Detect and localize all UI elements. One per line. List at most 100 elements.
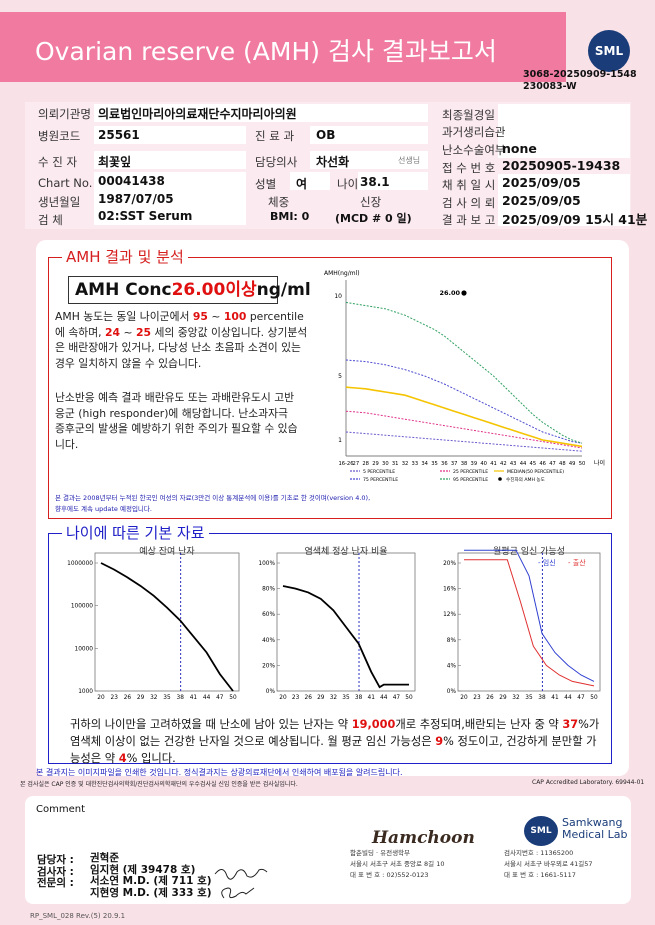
- pregnancy-chance-chart: 월평균 임신 가능성 20 23 26 29 32 35 38 41 44 47 50 20% 16% 12…: [443, 545, 601, 701]
- x-tick-label: 32: [402, 461, 409, 467]
- height-label: 신장: [360, 195, 382, 209]
- x-tick-label: 44: [564, 695, 572, 701]
- weight-label: 체중: [268, 195, 290, 209]
- x-tick-label: 23: [473, 695, 481, 701]
- legend-marker: [498, 477, 502, 481]
- x-tick-label: 50: [229, 695, 237, 701]
- x-tick-label: 33: [412, 461, 419, 467]
- plot-area: [94, 552, 240, 692]
- y-axis-label: AMH(ng/ml): [324, 270, 360, 277]
- comment-label: Comment: [36, 804, 85, 815]
- y-tick-label: 100%: [258, 561, 275, 567]
- y-tick-label: 8%: [447, 638, 457, 644]
- cap-number: CAP Accredited Laboratory. 69944-01: [532, 779, 645, 786]
- doctor-suffix: 선생님: [398, 156, 421, 165]
- x-tick-label: 40: [480, 461, 487, 467]
- test-date-value: 2025/09/05: [502, 193, 581, 208]
- patient-marker-label: 26.00: [439, 289, 460, 297]
- amh-note-1: 본 결과는 2008년부터 누적된 한국인 여성의 자료(3만건 이상 통계분석…: [55, 494, 371, 502]
- x-tick-label: 32: [512, 695, 520, 701]
- chart-no-value: 00041438: [98, 174, 165, 188]
- series-line: [345, 301, 583, 444]
- x-tick-label: 35: [431, 461, 438, 467]
- x-tick-label: 44: [380, 695, 388, 701]
- mcd-text: (MCD # 0 일): [335, 212, 412, 225]
- age-summary-text: 귀하의 나이만을 고려하였을 때 난소에 남아 있는 난자는 약 19,000개…: [70, 718, 600, 765]
- y-tick-label: 0%: [266, 689, 276, 695]
- x-tick-label: 42: [500, 461, 507, 467]
- x-tick-label: 27: [353, 461, 360, 467]
- x-tick-label: 46: [539, 461, 546, 467]
- signer-labels: 담당자 : 검사자 : 전문의 :: [37, 854, 74, 889]
- patient-value: 최꽃잎: [98, 155, 132, 169]
- x-tick-label: 47: [393, 695, 401, 701]
- x-tick-label: 41: [490, 461, 497, 467]
- x-tick-label: 35: [342, 695, 350, 701]
- doctor-label: 담당의사: [255, 155, 298, 169]
- age-section-box: [48, 533, 612, 764]
- sml-footer-logo-icon: SML: [524, 816, 558, 846]
- plot-area: [276, 552, 416, 692]
- plot-area: [457, 552, 601, 692]
- x-tick-label: 30: [382, 461, 389, 467]
- ovary-surgery-label: 난소수술여부: [442, 143, 506, 157]
- legend-label: 75 PERCENTILE: [363, 477, 398, 483]
- x-tick-label: 38: [538, 695, 546, 701]
- signer-names: 권혁준 임지현 (제 39478 호) 서소연 M.D. (제 711 호) 지…: [90, 852, 212, 899]
- specimen-value: 02:SST Serum: [98, 209, 193, 223]
- amh-result-box: AMH Conc26.00이상ng/ml: [68, 276, 311, 304]
- hospital-code-value: 25561: [98, 128, 140, 142]
- bmi-text: BMI: 0: [270, 210, 310, 223]
- patient-marker: [461, 290, 467, 296]
- print-notice: 본 결과지는 이미지파일을 인쇄한 것입니다. 정식결과지는 상광의료재단에서 …: [36, 768, 403, 777]
- comment-box: [25, 796, 631, 904]
- collect-value: 2025/09/05: [502, 175, 581, 190]
- last-period-label: 최종월경일: [442, 108, 495, 122]
- amh-interpretation: AMH 농도는 동일 나이군에서 95 ~ 100 percentile에 속하…: [55, 310, 308, 370]
- y-tick-label: 12%: [443, 612, 456, 618]
- y-tick-label: 16%: [443, 587, 456, 593]
- dept-label: 진 료 과: [255, 129, 295, 143]
- test-date-label: 검 사 의 뢰: [442, 196, 496, 210]
- chart-title: 염색체 정상 난자 비율: [304, 546, 387, 557]
- sml-footer-logo-text: Samkwang Medical Lab: [562, 816, 628, 841]
- legend-label: - 출산: [568, 558, 586, 567]
- x-tick-label: 50: [590, 695, 598, 701]
- x-tick-label: 44: [520, 461, 527, 467]
- x-tick-label: 23: [111, 695, 119, 701]
- x-tick-label: 47: [549, 461, 556, 467]
- y-tick-label: 1: [338, 437, 342, 444]
- x-tick-label: 41: [368, 695, 376, 701]
- sex-value: 여: [296, 177, 308, 191]
- x-tick-label: 47: [216, 695, 224, 701]
- institution-label: 의뢰기관명: [38, 107, 91, 121]
- amh-section-box: [48, 257, 612, 519]
- age-label: 나이: [337, 177, 359, 191]
- x-tick-label: 26: [305, 695, 313, 701]
- x-tick-label: 34: [421, 461, 428, 467]
- hospital-code-label: 병원코드: [38, 129, 81, 143]
- x-tick-label: 41: [551, 695, 559, 701]
- y-tick-label: 100000: [71, 604, 93, 610]
- form-number: RP_SML_028 Rev.(5) 20.9.1: [30, 912, 126, 920]
- signature-image: [214, 868, 268, 899]
- series-line: [345, 386, 583, 448]
- y-tick-label: 10000: [75, 646, 94, 652]
- x-tick-label: 23: [292, 695, 300, 701]
- legend-label: - 임신: [538, 558, 556, 567]
- x-tick-label: 38: [355, 695, 363, 701]
- y-tick-label: 1000: [78, 689, 93, 695]
- series-line: [464, 549, 595, 682]
- x-tick-label: 50: [579, 461, 586, 467]
- x-tick-label: 47: [577, 695, 585, 701]
- age-section-title: 나이에 따른 기본 자료: [62, 522, 209, 543]
- birth-label: 생년월일: [38, 195, 81, 209]
- x-tick-label: 20: [279, 695, 287, 701]
- legend-label: 95 PERCENTILE: [453, 477, 488, 483]
- y-tick-label: 20%: [443, 561, 456, 567]
- title-band: [0, 12, 566, 82]
- y-tick-label: 80%: [262, 587, 275, 593]
- series-line: [345, 431, 583, 452]
- legend-label: MEDIAN(50 PERCENTILE): [507, 469, 564, 475]
- report-value: 2025/09/09 15시 41분: [502, 212, 648, 227]
